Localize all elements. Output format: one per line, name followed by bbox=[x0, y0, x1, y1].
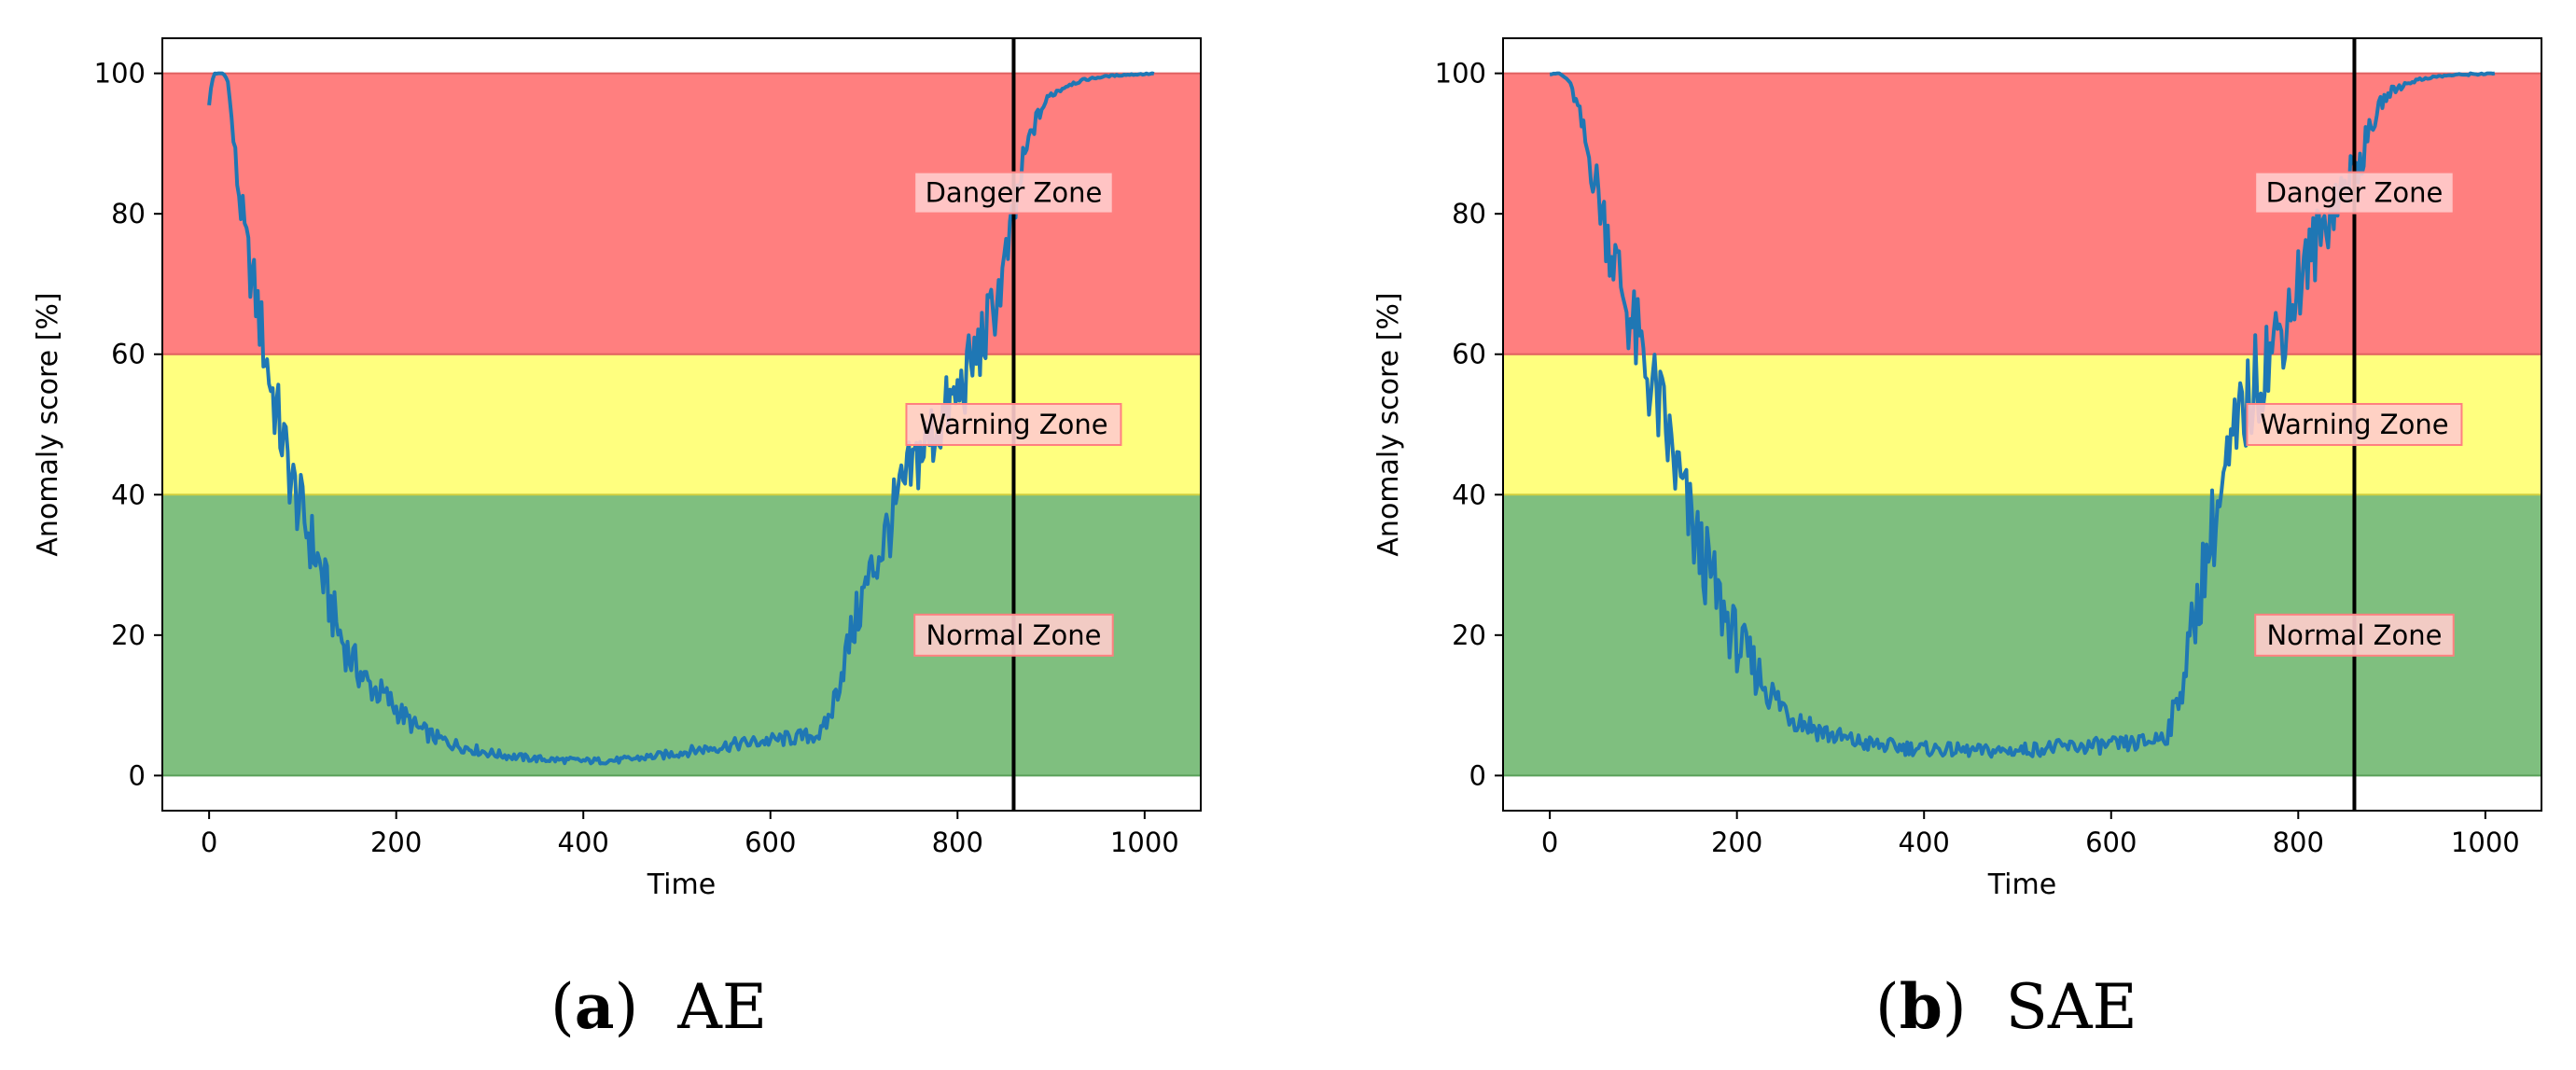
x-tick-label: 200 bbox=[1711, 827, 1762, 858]
x-tick-label: 600 bbox=[2085, 827, 2137, 858]
y-tick-label: 0 bbox=[1469, 759, 1486, 791]
x-tick-label: 800 bbox=[2273, 827, 2324, 858]
caption-b: (b) SAE bbox=[1875, 970, 2137, 1043]
zone-label: Normal Zone bbox=[2266, 619, 2442, 651]
caption-a-label: a bbox=[574, 970, 615, 1043]
zone-label-box bbox=[2246, 403, 2463, 446]
y-tick-label: 80 bbox=[111, 198, 146, 229]
x-axis-label: Time bbox=[647, 869, 716, 901]
zone-label: Warning Zone bbox=[2260, 409, 2448, 440]
zone-label-box bbox=[905, 403, 1122, 446]
y-tick-label: 20 bbox=[1452, 619, 1486, 651]
y-tick-label: 100 bbox=[94, 58, 146, 90]
axes-frame bbox=[161, 37, 1202, 812]
y-tick-label: 100 bbox=[1435, 58, 1486, 90]
zone-label-box bbox=[913, 613, 1114, 657]
x-tick-label: 200 bbox=[370, 827, 422, 858]
x-tick-label: 1000 bbox=[2451, 827, 2520, 858]
zone-label: Warning Zone bbox=[919, 409, 1107, 440]
y-tick-label: 60 bbox=[111, 339, 146, 370]
y-tick-label: 20 bbox=[111, 619, 146, 651]
zone-label-box bbox=[913, 171, 1114, 215]
series-line bbox=[207, 71, 1155, 766]
y-tick-label: 0 bbox=[129, 759, 146, 791]
caption-a-text: AE bbox=[677, 971, 768, 1043]
x-tick-label: 800 bbox=[932, 827, 983, 858]
x-tick-label: 1000 bbox=[1110, 827, 1179, 858]
zone-label-box bbox=[2254, 171, 2455, 215]
y-tick-label: 60 bbox=[1452, 339, 1486, 370]
y-tick-label: 40 bbox=[1452, 479, 1486, 510]
axes-frame bbox=[1502, 37, 2542, 812]
caption-b-text: SAE bbox=[2005, 971, 2137, 1043]
caption-a: (a) AE bbox=[550, 970, 768, 1043]
y-tick-label: 40 bbox=[111, 479, 146, 510]
x-tick-label: 400 bbox=[1899, 827, 1950, 858]
caption-b-label: b bbox=[1899, 970, 1942, 1043]
zone-label: Normal Zone bbox=[926, 619, 1101, 651]
x-tick-label: 600 bbox=[745, 827, 796, 858]
y-axis-label: Anomaly score [%] bbox=[32, 292, 64, 556]
x-tick-label: 0 bbox=[1541, 827, 1558, 858]
zone-label: Danger Zone bbox=[926, 177, 1103, 209]
zone-label: Danger Zone bbox=[2266, 177, 2444, 209]
zone-label-box bbox=[2254, 613, 2455, 657]
x-axis-label: Time bbox=[1987, 869, 2056, 901]
x-tick-label: 0 bbox=[201, 827, 217, 858]
y-tick-label: 80 bbox=[1452, 198, 1486, 229]
x-tick-label: 400 bbox=[558, 827, 609, 858]
y-axis-label: Anomaly score [%] bbox=[1372, 292, 1405, 556]
